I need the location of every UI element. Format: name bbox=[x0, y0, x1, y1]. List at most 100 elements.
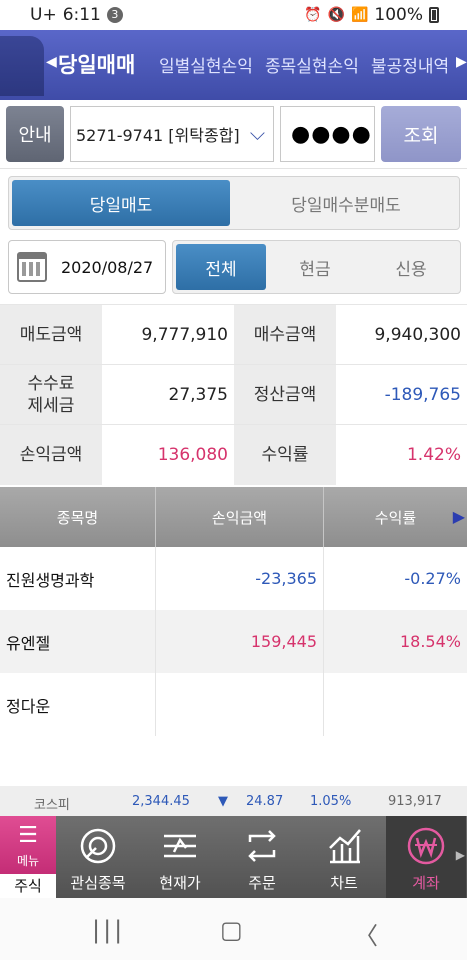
system-nav-bar: ||| ▢ 〈 bbox=[0, 898, 467, 960]
nav-order[interactable]: 주문 bbox=[222, 816, 302, 898]
col-return-rate[interactable]: 수익률 bbox=[374, 508, 417, 527]
hamburger-icon: ☰ bbox=[18, 823, 38, 848]
table-row[interactable]: 유엔젤 159,445 18.54% bbox=[0, 610, 467, 673]
row-pl-amount: 159,445 bbox=[156, 610, 324, 673]
carrier-label: U+ bbox=[30, 5, 57, 25]
summary-row-amounts: 매도금액 9,777,910 매수금액 9,940,300 bbox=[0, 304, 467, 365]
sell-amount-value: 9,777,910 bbox=[102, 305, 234, 365]
menu-label: 메뉴 bbox=[16, 854, 40, 868]
status-time: 6:11 bbox=[62, 5, 101, 25]
bottom-nav: ☰ 메뉴 주식 관심종목 현재가 bbox=[0, 816, 467, 898]
fee-label: 수수료 bbox=[27, 374, 75, 394]
battery-icon bbox=[429, 7, 439, 23]
row-pl-amount bbox=[156, 673, 324, 736]
fee-tax-value: 27,375 bbox=[102, 365, 234, 425]
row-return-rate bbox=[324, 673, 467, 736]
pl-amount-value: 136,080 bbox=[102, 425, 234, 485]
row-stock-name: 유엔젤 bbox=[0, 610, 156, 673]
buy-amount-value: 9,940,300 bbox=[336, 305, 467, 365]
nav-more-icon[interactable]: ▶ bbox=[455, 848, 465, 862]
nav-order-label: 주문 bbox=[248, 874, 276, 892]
return-rate-label: 수익률 bbox=[234, 425, 336, 485]
password-input[interactable]: ●●●● bbox=[280, 106, 375, 162]
ticker-volume: 913,917 bbox=[388, 794, 442, 809]
filter-all[interactable]: 전체 bbox=[176, 244, 266, 290]
row-return-rate: 18.54% bbox=[399, 632, 461, 651]
tab-unfair-history[interactable]: 불공정내역 bbox=[371, 57, 450, 77]
won-icon bbox=[407, 827, 445, 865]
tab-left-arrow-icon[interactable]: ◀ bbox=[46, 54, 57, 70]
wifi-icon: 📶 bbox=[350, 7, 369, 23]
ticker-index-value: 2,344.45 bbox=[132, 794, 190, 809]
fee-tax-label: 수수료 제세금 bbox=[0, 365, 102, 425]
col-pl-amount[interactable]: 손익금액 bbox=[156, 487, 324, 547]
nav-watchlist-label: 관심종목 bbox=[70, 874, 126, 892]
summary-row-pl: 손익금액 136,080 수익률 1.42% bbox=[0, 424, 467, 485]
mute-icon: 🔇 bbox=[327, 7, 345, 23]
battery-percent: 100% bbox=[374, 5, 423, 25]
scroll-right-icon[interactable]: ▶ bbox=[452, 507, 465, 526]
ticker-down-icon: ▼ bbox=[218, 794, 228, 809]
mode-today-buy-sell[interactable]: 당일매수분매도 bbox=[291, 195, 401, 216]
nav-chart[interactable]: 차트 bbox=[304, 816, 384, 898]
status-bar: U+ 6:11 3 ⏰ 🔇 📶 100% bbox=[0, 0, 467, 30]
tax-label: 제세금 bbox=[27, 396, 75, 416]
nav-chart-label: 차트 bbox=[330, 874, 358, 892]
summary-row-fees: 수수료 제세금 27,375 정산금액 -189,765 bbox=[0, 364, 467, 425]
row-stock-name: 정다운 bbox=[0, 673, 156, 736]
tab-bar-cutout bbox=[0, 36, 44, 96]
tab-right-arrow-icon[interactable]: ▶ bbox=[456, 54, 467, 70]
table-row[interactable]: 진원생명과학 -23,365 -0.27% bbox=[0, 547, 467, 610]
sell-amount-label: 매도금액 bbox=[0, 305, 102, 365]
filter-cash[interactable]: 현금 bbox=[299, 259, 331, 280]
nav-watchlist[interactable]: 관심종목 bbox=[58, 816, 138, 898]
table-header: 종목명 손익금액 수익률 ▶ bbox=[0, 487, 467, 547]
row-return-rate: -0.27% bbox=[404, 569, 461, 588]
date-value: 2020/08/27 bbox=[61, 257, 154, 277]
credit-filter-toggle: 전체 현금 신용 bbox=[172, 240, 461, 294]
mode-today-sell[interactable]: 당일매도 bbox=[12, 180, 230, 226]
account-select-value: 5271-9741 [위탁종합] bbox=[76, 126, 240, 145]
ticker-index-name: 코스피 bbox=[34, 798, 70, 813]
recent-apps-icon[interactable]: ||| bbox=[92, 916, 126, 944]
tab-daily-trade[interactable]: 당일매매 bbox=[58, 53, 136, 77]
divider bbox=[0, 168, 467, 169]
account-select[interactable]: 5271-9741 [위탁종합] ⌵ bbox=[70, 106, 274, 162]
buy-amount-label: 매수금액 bbox=[234, 305, 336, 365]
row-stock-name: 진원생명과학 bbox=[0, 547, 156, 610]
trade-mode-toggle: 당일매도 당일매수분매도 bbox=[8, 176, 460, 230]
nav-current-price-label: 현재가 bbox=[159, 874, 201, 892]
stock-label: 주식 bbox=[0, 874, 56, 898]
table-row[interactable]: 정다운 bbox=[0, 673, 467, 736]
notification-count-badge: 3 bbox=[106, 7, 123, 23]
nav-account-label: 계좌 bbox=[412, 874, 440, 892]
nav-account[interactable]: 계좌 bbox=[386, 816, 466, 898]
back-icon[interactable]: 〈 bbox=[354, 922, 378, 950]
return-rate-value: 1.42% bbox=[336, 425, 467, 485]
chart-icon bbox=[329, 829, 361, 864]
pl-amount-label: 손익금액 bbox=[0, 425, 102, 485]
menu-button[interactable]: ☰ 메뉴 주식 bbox=[0, 816, 56, 898]
guide-button[interactable]: 안내 bbox=[6, 106, 64, 162]
filter-credit[interactable]: 신용 bbox=[395, 259, 427, 280]
home-icon[interactable]: ▢ bbox=[220, 916, 243, 944]
ticker-change: 24.87 bbox=[246, 794, 284, 809]
tab-daily-realized-pl[interactable]: 일별실현손익 bbox=[159, 57, 253, 77]
settlement-label: 정산금액 bbox=[234, 365, 336, 425]
alarm-icon: ⏰ bbox=[304, 7, 322, 23]
tab-stock-realized-pl[interactable]: 종목실현손익 bbox=[265, 57, 359, 77]
index-ticker[interactable]: 코스피 2,344.45 ▼ 24.87 1.05% 913,917 bbox=[0, 786, 467, 816]
calendar-icon bbox=[17, 252, 47, 282]
query-button[interactable]: 조회 bbox=[381, 106, 461, 162]
col-stock-name[interactable]: 종목명 bbox=[0, 487, 156, 547]
settlement-value: -189,765 bbox=[336, 365, 467, 425]
nav-current-price[interactable]: 현재가 bbox=[140, 816, 220, 898]
watchlist-icon bbox=[80, 828, 116, 864]
chevron-down-icon: ⌵ bbox=[249, 121, 265, 145]
ticker-change-pct: 1.05% bbox=[310, 794, 352, 809]
tab-bar: ◀ 당일매매 일별실현손익 종목실현손익 불공정내역 ▶ bbox=[0, 30, 467, 100]
order-icon bbox=[248, 830, 276, 862]
date-picker[interactable]: 2020/08/27 bbox=[8, 240, 166, 294]
price-icon bbox=[164, 834, 196, 858]
row-pl-amount: -23,365 bbox=[156, 547, 324, 610]
